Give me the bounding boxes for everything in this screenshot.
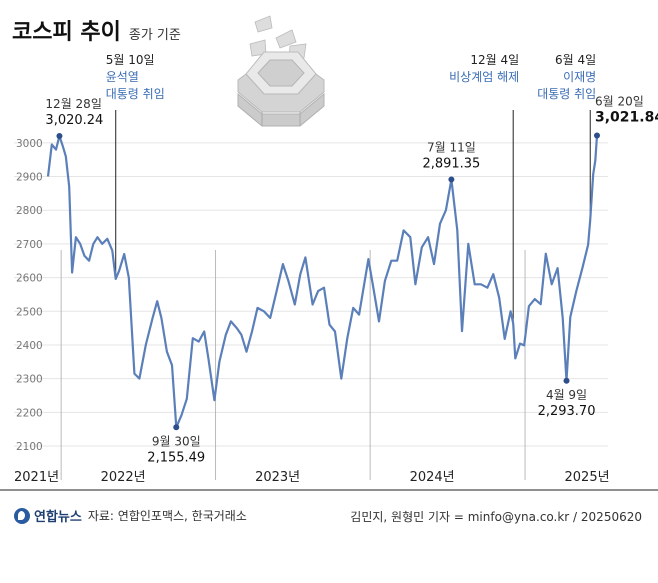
stock-exchange-illustration [237,15,325,127]
x-year-label: 2025년 [565,470,610,485]
y-tick-label: 2300 [16,374,43,386]
chart-markers [56,132,600,431]
y-tick-label: 2200 [16,407,43,419]
yonhap-logo-icon [14,507,30,524]
y-tick-label: 2800 [16,205,43,217]
point-date-label: 7월 11일 [427,140,476,154]
footer-credit: 김민지, 원형민 기자 = minfo@yna.co.kr / 20250620 [350,510,642,524]
source-text: 자료: 연합인포맥스, 한국거래소 [87,509,247,523]
chart-subtitle: 종가 기준 [128,28,181,43]
y-axis-ticks: 2100 2200 2300 2400 2500 2600 2700 2800 2900 3000 [16,138,43,453]
y-tick-label: 2600 [16,273,43,285]
point-value-label: 3,020.24 [45,113,103,128]
data-point-marker [173,424,180,431]
event-text-label: 비상계엄 해제 [449,70,519,84]
event-lines [115,110,591,324]
year-dividers [60,250,526,480]
chart-title: 코스피 추이 [12,20,121,45]
footer-source: 연합뉴스 자료: 연합인포맥스, 한국거래소 [14,506,247,525]
point-value-label: 2,155.49 [147,450,205,465]
y-tick-label: 3000 [16,138,43,150]
data-point-marker [448,176,455,183]
data-point-marker [56,133,63,140]
kospi-series-line [46,134,599,429]
x-axis-year-labels: 2021년 2022년 2023년 2024년 2025년 [14,470,610,485]
y-tick-label: 2700 [16,239,43,251]
point-date-label: 4월 9일 [546,388,587,402]
y-tick-label: 2500 [16,306,43,318]
data-point-marker [563,377,570,384]
point-value-label: 2,293.70 [538,404,596,419]
point-date-label: 12월 28일 [45,97,101,111]
event-date-label: 12월 4일 [470,53,519,67]
event-text-label: 윤석열 [106,70,139,84]
y-tick-label: 2900 [16,172,43,184]
event-text-label: 대통령 취임 [537,87,596,101]
y-tick-label: 2100 [16,441,43,453]
event-text-label: 이재명 [563,70,596,84]
point-date-label: 9월 30일 [152,434,201,448]
title-block: 코스피 추이 종가 기준 [12,14,181,46]
data-point-marker [594,132,600,139]
event-date-label: 6월 4일 [555,53,596,67]
x-year-label: 2023년 [255,470,300,485]
event-text-label: 대통령 취임 [106,87,165,101]
x-year-label: 2021년 [14,470,59,485]
logo-text: 연합뉴스 [34,510,82,525]
x-year-label: 2024년 [410,470,455,485]
yonhap-logo: 연합뉴스 [14,506,82,525]
chart-gridlines [14,142,608,447]
point-value-label: 2,891.35 [422,156,480,171]
x-year-label: 2022년 [101,470,146,485]
y-tick-label: 2400 [16,340,43,352]
event-date-label: 5월 10일 [106,53,155,67]
point-date-label: 6월 20일 [595,94,644,108]
point-value-label: 3,021.84 [595,109,658,125]
